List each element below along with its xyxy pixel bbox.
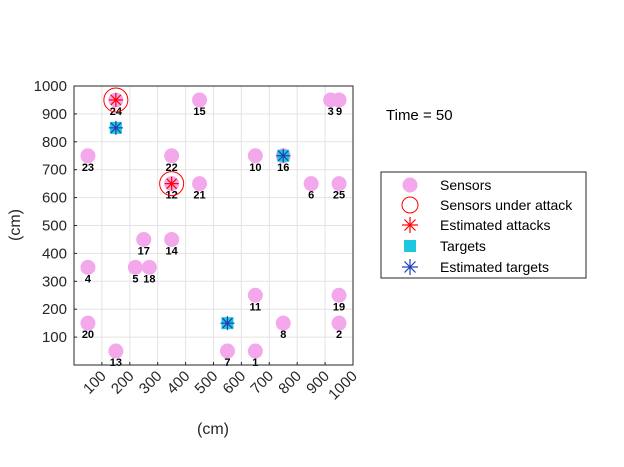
y-tick-label: 800 (42, 134, 67, 151)
legend-sensor-symbol (402, 177, 418, 193)
x-axis-label: (cm) (197, 421, 229, 438)
x-tick-label: 400 (164, 368, 194, 398)
x-tick-label: 500 (192, 368, 222, 398)
y-tick-label: 500 (42, 218, 67, 235)
attacked-sensor-marker (159, 171, 185, 197)
sensor-id-label: 21 (193, 190, 205, 202)
x-tick-label: 800 (275, 368, 305, 398)
sensor-marker (275, 315, 291, 331)
sensor-marker (247, 148, 263, 164)
sensor-marker (80, 315, 96, 331)
sensor-id-label: 4 (85, 273, 92, 285)
y-tick-label: 900 (42, 106, 67, 123)
y-tick-labels: 100 200 300 400 500 600 700 800 900 1000 (34, 78, 67, 346)
legend-estimated-attack-label: Estimated attacks (440, 217, 551, 233)
sensor-marker (303, 176, 319, 192)
estimated-target-marker (108, 120, 123, 135)
x-tick-label: 600 (220, 368, 250, 398)
sensor-id-label: 6 (308, 190, 314, 202)
x-tick-label: 700 (247, 368, 277, 398)
y-tick-label: 200 (42, 301, 67, 318)
sensor-id-label: 19 (333, 301, 345, 313)
sensor-id-label: 9 (336, 106, 342, 118)
sensor-marker (80, 259, 96, 275)
legend-estimated-attack-symbol (402, 217, 418, 233)
sensor-marker (219, 343, 235, 359)
sensor-id-label: 15 (193, 106, 205, 118)
sensor-marker (247, 343, 263, 359)
sensor-marker (141, 259, 157, 275)
sensor-marker (331, 92, 347, 108)
sensor-id-label: 2 (336, 329, 342, 341)
sensor-id-label: 20 (82, 329, 94, 341)
estimated-target-marker (276, 148, 291, 163)
sensor-marker (192, 176, 208, 192)
estimated-attack-marker (164, 176, 179, 191)
attacked-sensor-marker (103, 87, 129, 113)
sensor-marker (164, 231, 180, 247)
y-tick-label: 1000 (34, 78, 67, 95)
legend-target-symbol (404, 240, 416, 252)
x-tick-label: 1000 (325, 368, 361, 404)
sensor-id-label: 22 (166, 162, 178, 174)
legend-estimated-target-label: Estimated targets (440, 259, 549, 275)
sensor-marker (136, 231, 152, 247)
sensor-marker (247, 287, 263, 303)
sensor-id-label: 14 (166, 245, 179, 257)
sensor-id-label: 16 (277, 162, 289, 174)
sensor-marker (127, 259, 143, 275)
legend-entry-targets: Targets (404, 238, 486, 254)
y-tick-label: 700 (42, 162, 67, 179)
sensor-id-label: 25 (333, 190, 345, 202)
x-tick-label: 100 (80, 368, 110, 398)
legend-attacked-symbol (401, 196, 419, 214)
y-axis-label: (cm) (7, 209, 24, 241)
legend-estimated-target-symbol (402, 259, 418, 275)
legend-sensor-label: Sensors (440, 177, 491, 193)
estimated-target-markers (108, 120, 291, 331)
x-tick-label: 300 (136, 368, 166, 398)
estimated-target-marker (220, 316, 235, 331)
sensor-markers (80, 92, 347, 359)
estimated-attack-markers (108, 92, 179, 191)
y-tick-label: 600 (42, 190, 67, 207)
sensor-id-label: 11 (250, 301, 262, 313)
legend-entry-sensors: Sensors (402, 177, 491, 193)
y-tick-label: 100 (42, 329, 67, 346)
y-tick-label: 300 (42, 273, 67, 290)
sensor-marker (80, 148, 96, 164)
sensor-id-label: 3 (328, 106, 334, 118)
plot-border (73, 85, 354, 366)
sensor-id-label: 23 (82, 162, 94, 174)
legend-entry-estimated-targets: Estimated targets (402, 259, 549, 275)
legend-target-label: Targets (440, 238, 486, 254)
sensor-marker (108, 343, 124, 359)
time-annotation: Time = 50 (386, 107, 453, 124)
sensor-id-label: 17 (138, 245, 150, 257)
sensor-id-label: 13 (110, 357, 122, 369)
estimated-attack-marker (108, 92, 123, 107)
attacked-sensor-markers (103, 87, 185, 197)
legend: Sensors Sensors under attack Estimated a… (380, 171, 587, 279)
legend-entry-sensors-under-attack: Sensors under attack (401, 196, 573, 214)
sensor-id-label: 5 (132, 273, 138, 285)
sensor-id-label: 18 (143, 273, 155, 285)
x-tick-label: 200 (108, 368, 138, 398)
sensor-marker (164, 148, 180, 164)
y-tick-label: 400 (42, 245, 67, 262)
sensor-id-label: 10 (249, 162, 261, 174)
sensor-marker (331, 315, 347, 331)
sensor-id-label: 8 (280, 329, 286, 341)
sensor-id-label: 7 (224, 357, 230, 369)
sensor-marker (331, 287, 347, 303)
legend-entry-estimated-attacks: Estimated attacks (402, 217, 551, 233)
sensor-marker (192, 92, 208, 108)
sensor-id-label: 1 (252, 357, 258, 369)
legend-attacked-label: Sensors under attack (440, 197, 573, 213)
sensor-marker (331, 176, 347, 192)
